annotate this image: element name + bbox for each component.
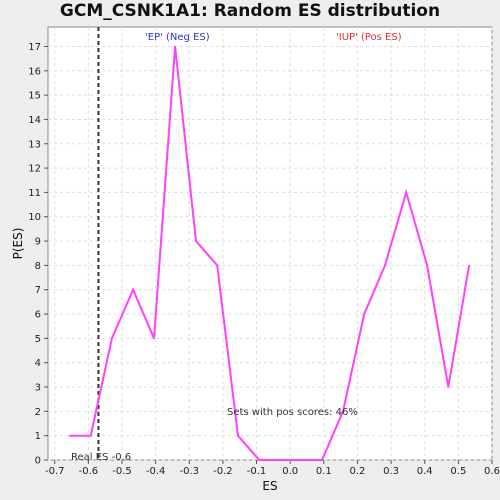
y-tick-label: 12 — [28, 164, 41, 175]
real-es-label: Real ES -0.6 — [71, 452, 131, 463]
y-tick-label: 1 — [35, 431, 41, 442]
data-point — [153, 337, 155, 340]
data-point — [426, 264, 428, 267]
y-tick-label: 4 — [35, 358, 41, 369]
y-tick-label: 6 — [35, 310, 41, 321]
data-point — [300, 459, 302, 461]
plot-area — [47, 26, 493, 461]
x-tick-label: -0.4 — [146, 466, 166, 477]
x-tick-label: 0.6 — [484, 466, 500, 477]
y-tick-label: 15 — [28, 91, 41, 102]
data-point — [405, 191, 408, 194]
y-tick-label: 11 — [28, 188, 41, 199]
data-point — [216, 264, 218, 267]
x-tick-label: -0.2 — [213, 466, 233, 477]
y-axis-title: P(ES) — [11, 228, 25, 260]
y-tick-label: 8 — [35, 261, 41, 272]
sets-pos-scores-label: Sets with pos scores: 46% — [227, 407, 358, 418]
x-tick-label: 0.2 — [350, 466, 366, 477]
x-tick-label: 0.5 — [450, 466, 466, 477]
y-tick-label: 16 — [28, 66, 41, 77]
y-tick-label: 3 — [35, 383, 41, 394]
y-tick-label: 17 — [28, 42, 41, 53]
data-point — [279, 459, 281, 461]
data-point — [342, 410, 344, 413]
x-tick-label: 0.1 — [316, 466, 332, 477]
x-tick-label: -0.1 — [247, 466, 267, 477]
data-point — [195, 240, 197, 242]
y-tick-label: 9 — [35, 237, 41, 248]
y-tick-label: 7 — [35, 285, 41, 296]
y-tick-label: 10 — [28, 212, 41, 223]
data-point — [89, 434, 92, 437]
data-point — [321, 459, 323, 461]
x-axis-title: ES — [262, 479, 277, 493]
neg-es-label: 'EP' (Neg ES) — [145, 32, 210, 43]
data-point — [363, 313, 365, 315]
data-point — [258, 459, 261, 461]
series-line-0 — [69, 46, 471, 461]
y-tick-label: 5 — [35, 334, 41, 345]
x-tick-label: -0.6 — [79, 466, 99, 477]
data-point — [384, 264, 386, 267]
axes: -0.7 -0.6 -0.5 -0.4 -0.3 -0.2 -0.1 0.0 0.1 0.2 0.3… — [28, 27, 500, 477]
data-point — [237, 434, 239, 437]
x-tick-label: 0.3 — [383, 466, 399, 477]
data-point — [447, 386, 450, 388]
y-tick-label: 13 — [28, 139, 41, 150]
x-tick-label: -0.3 — [180, 466, 200, 477]
series-layer — [69, 45, 471, 461]
annotations: 'EP' (Neg ES) 'IUP' (Pos ES) Real ES -0.… — [71, 32, 402, 463]
grid — [48, 27, 493, 461]
data-point — [468, 264, 470, 267]
x-tick-label: 0.0 — [282, 466, 298, 477]
pos-es-label: 'IUP' (Pos ES) — [336, 32, 402, 43]
x-tick-label: -0.5 — [112, 466, 132, 477]
data-point — [132, 288, 134, 291]
x-tick-label: 0.4 — [417, 466, 433, 477]
data-point — [174, 45, 176, 48]
data-point — [111, 337, 113, 340]
x-tick-label: -0.7 — [45, 466, 65, 477]
y-tick-label: 2 — [35, 407, 41, 418]
y-tick-label: 14 — [28, 115, 41, 126]
data-point — [69, 434, 71, 437]
chart-title: GCM_CSNK1A1: Random ES distribution — [59, 1, 441, 21]
y-tick-label: 0 — [35, 456, 41, 467]
